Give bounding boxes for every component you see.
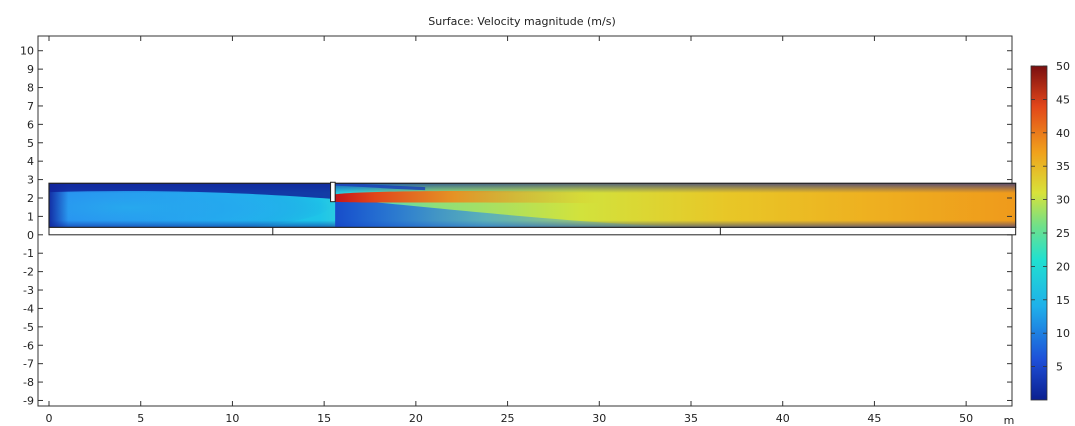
x-tick-label: 0 [46, 412, 53, 425]
colorbar-tick-label: 50 [1056, 60, 1070, 73]
colorbar-tick-label: 15 [1056, 294, 1070, 307]
x-axis: 0 5 10 15 20 25 30 35 40 45 50 [46, 36, 973, 425]
colorbar-tick-label: 35 [1056, 160, 1070, 173]
inlet-layer [49, 183, 69, 228]
y-tick-label: 7 [27, 100, 34, 113]
jet-core [335, 191, 600, 204]
y-tick-label: -6 [23, 339, 34, 352]
colorbar-tick-label: 45 [1056, 93, 1070, 106]
y-tick-label: 4 [27, 155, 34, 168]
x-tick-label: 25 [501, 412, 515, 425]
y-tick-label: -3 [23, 284, 34, 297]
y-tick-label: -8 [23, 376, 34, 389]
colorbar-tick-label: 5 [1056, 361, 1063, 374]
x-tick-label: 35 [684, 412, 698, 425]
y-tick-label: 10 [20, 45, 34, 58]
y-tick-label: 1 [27, 210, 34, 223]
y-tick-label: -2 [23, 266, 34, 279]
base-strip [48, 226, 1017, 236]
y-tick-label: -1 [23, 247, 34, 260]
x-tick-label: 30 [592, 412, 606, 425]
y-tick-label: 2 [27, 192, 34, 205]
colorbar-tick-label: 30 [1056, 194, 1070, 207]
top-wall-layer [49, 183, 1016, 193]
y-tick-label: -4 [23, 302, 34, 315]
colorbar: 5 10 15 20 25 30 35 40 45 50 [1030, 60, 1070, 401]
velocity-field [49, 183, 1016, 228]
upstream-top-recirculation [49, 183, 331, 199]
x-tick-label: 50 [959, 412, 973, 425]
y-tick-label: 3 [27, 174, 34, 187]
y-tick-label: -5 [23, 321, 34, 334]
y-tick-label: -7 [23, 358, 34, 371]
y-tick-label: -9 [23, 394, 34, 407]
jet-wake [335, 198, 710, 228]
y-tick-label: 0 [27, 229, 34, 242]
shear-layer [335, 183, 426, 191]
colorbar-tick-label: 25 [1056, 227, 1070, 240]
x-tick-label: 40 [776, 412, 790, 425]
geometry-outline [48, 181, 1017, 236]
y-tick-label: 8 [27, 82, 34, 95]
x-unit-label: m [1004, 414, 1015, 426]
y-tick-label: 9 [27, 63, 34, 76]
colorbar-tick-label: 40 [1056, 127, 1070, 140]
plot-title: Surface: Velocity magnitude (m/s) [428, 15, 616, 28]
baffle [330, 181, 336, 203]
y-tick-label: 6 [27, 118, 34, 131]
x-tick-label: 5 [137, 412, 144, 425]
colorbar-tick-label: 10 [1056, 327, 1070, 340]
x-tick-label: 15 [317, 412, 331, 425]
y-tick-label: 5 [27, 137, 34, 150]
colorbar-tick-label: 20 [1056, 260, 1070, 273]
x-tick-label: 10 [225, 412, 239, 425]
x-tick-label: 20 [409, 412, 423, 425]
x-tick-label: 45 [867, 412, 881, 425]
